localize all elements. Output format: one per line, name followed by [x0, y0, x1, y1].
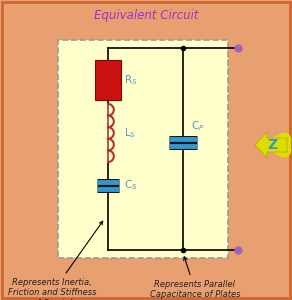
Bar	[58, 40, 228, 258]
Bar	[95, 60, 121, 100]
Text: R$_S$: R$_S$	[124, 73, 138, 87]
Polygon shape	[255, 132, 287, 158]
Text: Represents Parallel
Capacitance of Plates: Represents Parallel Capacitance of Plate…	[150, 257, 240, 299]
Text: C$_P$: C$_P$	[191, 119, 205, 133]
Text: Equivalent Circuit: Equivalent Circuit	[94, 8, 198, 22]
Text: Represents Inertia,
Friction and Stiffness
of Crystal: Represents Inertia, Friction and Stiffne…	[8, 221, 103, 300]
Text: Z: Z	[267, 138, 278, 152]
Text: C$_S$: C$_S$	[124, 178, 138, 192]
Text: L$_S$: L$_S$	[124, 126, 136, 140]
